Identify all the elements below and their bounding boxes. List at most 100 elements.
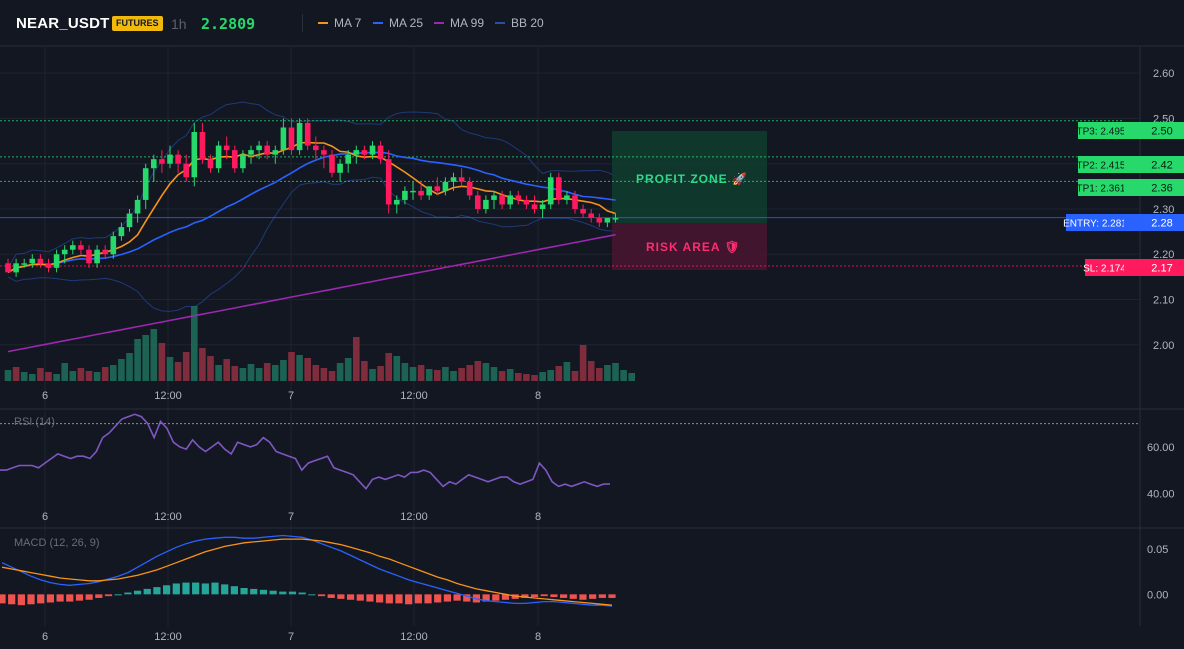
macd-histogram-bar [66, 594, 74, 602]
candle-body [612, 218, 619, 220]
volume-bar [490, 367, 498, 381]
macd-histogram-bar [424, 594, 432, 604]
macd-histogram-bar [308, 594, 316, 596]
volume-bar [223, 359, 230, 381]
volume-bar [85, 371, 93, 381]
macd-tick-label: 0.05 [1147, 544, 1168, 556]
ma25-swatch-icon [373, 22, 383, 24]
volume-bar [110, 365, 117, 381]
volume-bar [255, 368, 263, 381]
candle-body [572, 195, 578, 209]
candle-body [434, 186, 441, 191]
legend-ma25-label: MA 25 [389, 16, 424, 30]
candle-body [232, 150, 238, 169]
futures-badge: FUTURES [112, 16, 163, 31]
ma7-line [7, 141, 616, 274]
volume-bar [272, 365, 279, 381]
candle-body [304, 122, 311, 146]
candle-body [175, 154, 181, 164]
macd-histogram-bar [492, 594, 500, 601]
macd-histogram-bar [579, 594, 587, 600]
volume-bar [515, 373, 522, 381]
macd-pane[interactable]: MACD (12, 26, 9) 0.05 0.00 [0, 534, 1168, 607]
legend-ma7[interactable]: MA 7 [318, 16, 361, 30]
macd-histogram-bar [182, 582, 190, 595]
tp1-tag-bg [1078, 179, 1124, 196]
macd-histogram-bar [443, 594, 451, 602]
candle-body [86, 249, 92, 264]
volume-bar [174, 362, 182, 381]
tp1-axis-bg [1124, 179, 1184, 196]
volume-bar [280, 360, 287, 381]
macd-histogram-bar [85, 594, 93, 600]
candle-body [151, 159, 157, 169]
sl-tag-bg [1085, 259, 1124, 276]
candle-body [556, 177, 562, 200]
time-tick-label: 7 [288, 631, 294, 643]
tp2-tag-bg [1078, 156, 1124, 173]
macd-histogram-bar [250, 588, 258, 595]
volume-bar [450, 371, 457, 381]
volume-bar [385, 353, 392, 381]
volume-bar [531, 375, 538, 381]
candle-body [450, 177, 457, 182]
candle-body [53, 254, 60, 268]
volume-bar [539, 372, 546, 381]
candle-body [142, 168, 149, 200]
candle-body [215, 145, 222, 169]
time-axis[interactable]: 6 12:00 7 12:00 8 6 12:00 7 12:00 8 6 12:00 7 12:00 8 [42, 390, 541, 643]
volume-bar [604, 365, 611, 381]
volume-bar [344, 358, 352, 381]
volume-bar [263, 363, 271, 381]
candle-body [564, 195, 570, 200]
candle-body [385, 159, 392, 205]
macd-histogram-bar [17, 594, 25, 606]
timeframe-label[interactable]: 1h [171, 16, 187, 32]
macd-histogram-bar [346, 594, 355, 600]
macd-histogram-bar [463, 594, 471, 602]
macd-histogram-bar [124, 592, 132, 595]
candle-body [199, 132, 206, 160]
rsi-pane[interactable]: RSI (14) 60.00 40.00 [0, 413, 1175, 500]
candle-body [102, 249, 108, 255]
macd-histogram-bar [230, 586, 238, 595]
candle-body [280, 127, 287, 151]
candle-body [5, 263, 11, 273]
ma7-swatch-icon [318, 22, 328, 24]
sl-axis-bg [1124, 259, 1184, 276]
candle-body [288, 127, 295, 151]
candle-body [377, 145, 384, 160]
candle-body [369, 145, 376, 155]
volume-bar [288, 352, 295, 381]
volume-bar [523, 374, 530, 381]
volume-bar [134, 339, 141, 381]
volume-bar [296, 355, 303, 381]
time-tick-label: 7 [288, 390, 294, 402]
candle-body [329, 154, 335, 173]
price-tick-label: 2.10 [1153, 295, 1174, 307]
candle-body [21, 263, 27, 265]
legend-bb20[interactable]: BB 20 [495, 16, 544, 30]
candle-body [337, 163, 343, 173]
volume-bar [29, 374, 36, 381]
legend-ma99[interactable]: MA 99 [434, 16, 484, 30]
sl-axis-label: 2.17 [1151, 263, 1172, 275]
time-tick-label: 6 [42, 631, 48, 643]
legend-ma25[interactable]: MA 25 [373, 16, 423, 30]
price-axis[interactable]: 2.602.502.402.302.202.102.00 [1153, 68, 1174, 352]
volume-bar [328, 371, 336, 381]
macd-histogram-bar [366, 594, 374, 602]
price-tick-label: 2.60 [1153, 68, 1174, 80]
symbol-title[interactable]: NEAR_USDT [16, 15, 110, 32]
macd-histogram-bar [589, 594, 597, 599]
volume-bar [571, 371, 579, 381]
candle-body [207, 159, 214, 169]
volume-bar [182, 352, 190, 381]
macd-histogram-bar [608, 594, 616, 598]
candle-body [167, 154, 173, 164]
candle-body [483, 199, 489, 209]
volume-bar [401, 363, 409, 381]
candle-body [507, 195, 513, 205]
macd-histogram-bar [240, 588, 248, 595]
